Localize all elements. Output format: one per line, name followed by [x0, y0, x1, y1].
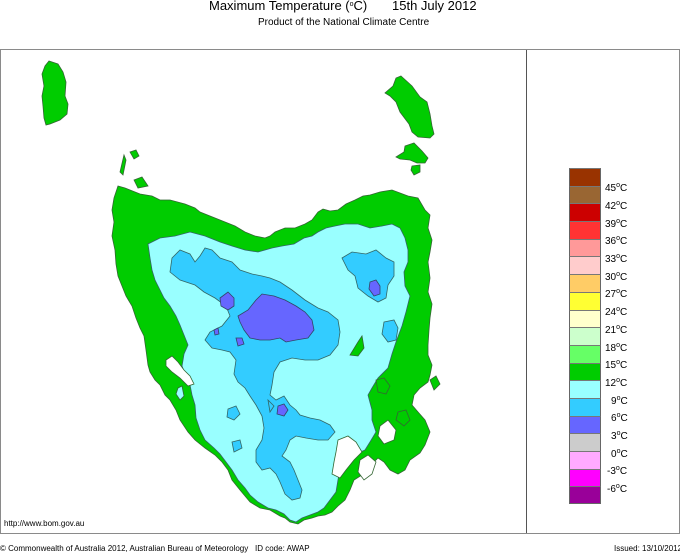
- legend-band: [569, 380, 601, 398]
- legend-band: [569, 397, 601, 416]
- subtitle-text: Product of the National Climate Centre: [258, 17, 430, 28]
- legend-label: -6oC: [607, 483, 628, 495]
- legend-label: -3oC: [607, 465, 628, 477]
- degree-sign: o: [349, 1, 354, 8]
- legend-band: [569, 344, 601, 363]
- legend-label: 30oC: [605, 271, 628, 283]
- legend-band: [569, 468, 601, 487]
- id-code: ID code: AWAP: [255, 544, 310, 553]
- legend-band: [569, 256, 601, 275]
- legend-band: [569, 309, 601, 328]
- legend-band: [569, 203, 601, 222]
- temperature-legend: [569, 168, 601, 505]
- title-text-prefix: Maximum Temperature (: [209, 0, 350, 13]
- legend-divider: [526, 50, 527, 533]
- cape-barren-island: [395, 142, 429, 164]
- legend-label: 15oC: [605, 359, 628, 371]
- legend-label: 39oC: [605, 218, 628, 230]
- legend-label: 24oC: [605, 306, 628, 318]
- band-3-6-south: [276, 403, 289, 417]
- legend-label: 18oC: [605, 342, 628, 354]
- legend-label: 42oC: [605, 200, 628, 212]
- legend-label: 36oC: [605, 235, 628, 247]
- band-3-6-northeast: [368, 279, 381, 297]
- legend-label: 3oC: [611, 430, 628, 442]
- bom-url-link[interactable]: http://www.bom.gov.au: [4, 519, 85, 528]
- legend-band: [569, 486, 601, 505]
- copyright-text: © Commonwealth of Australia 2012, Austra…: [0, 544, 249, 553]
- legend-band: [569, 415, 601, 434]
- legend-label: 12oC: [605, 377, 628, 389]
- band-6-9-northeast: [341, 249, 395, 303]
- legend-band: [569, 362, 601, 381]
- legend-band: [569, 221, 601, 239]
- legend-band: [569, 451, 601, 469]
- legend-label: 0oC: [611, 448, 628, 460]
- legend-label: 33oC: [605, 253, 628, 265]
- issued-date: Issued: 13/10/2012: [614, 544, 680, 553]
- legend-label: 6oC: [611, 412, 628, 424]
- legend-label: 27oC: [605, 288, 628, 300]
- flinders-island: [384, 75, 435, 139]
- legend-band: [569, 433, 601, 451]
- legend-label: 45oC: [605, 182, 628, 194]
- title-date: 15th July 2012: [392, 0, 477, 13]
- legend-band: [569, 291, 601, 310]
- macquarie-harbour: [165, 355, 195, 387]
- legend-band: [569, 327, 601, 345]
- title-unit: C): [353, 0, 368, 13]
- band-3-6-west: [219, 291, 235, 311]
- legend-band: [569, 238, 601, 257]
- band-3-6-central: [237, 293, 315, 343]
- title-main: Maximum Temperature (oC): [209, 0, 367, 13]
- legend-label: 9oC: [611, 395, 628, 407]
- legend-band: [569, 168, 601, 186]
- legend-label: 21oC: [605, 324, 628, 336]
- legend-band: [569, 185, 601, 204]
- king-island: [41, 60, 69, 126]
- legend-band: [569, 274, 601, 292]
